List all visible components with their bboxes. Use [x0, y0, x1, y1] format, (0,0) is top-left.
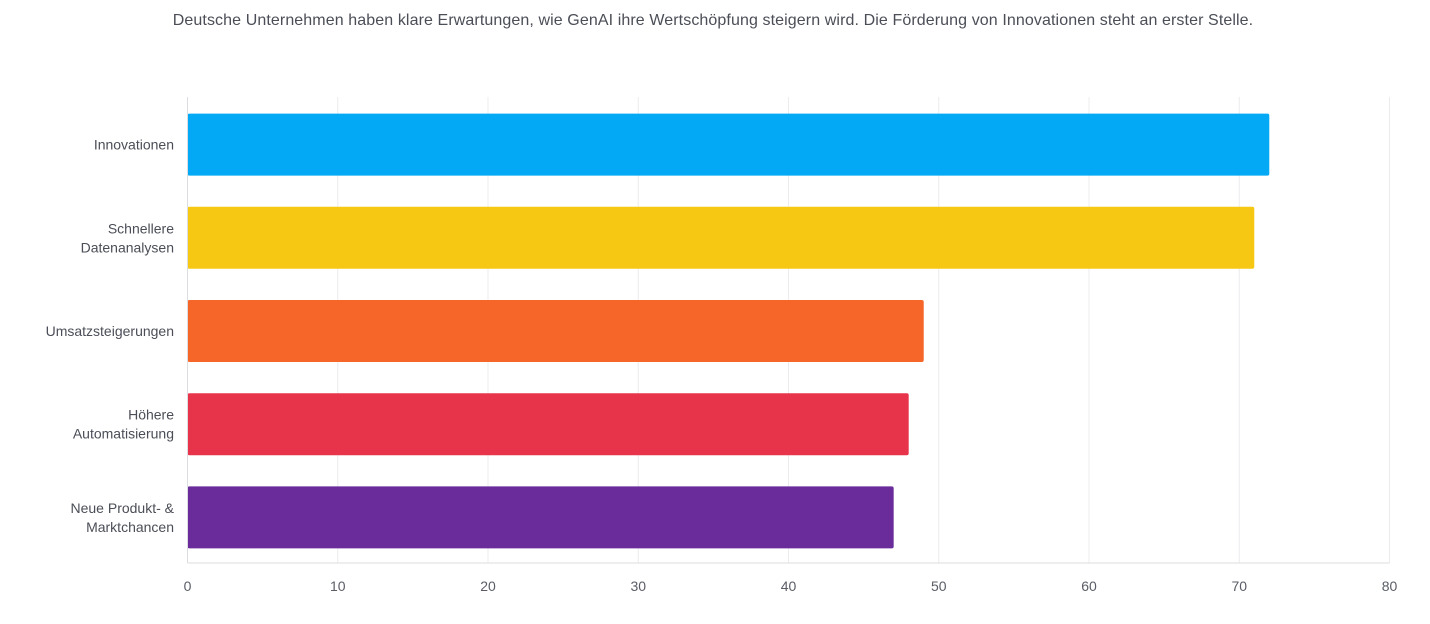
bar [187, 300, 924, 362]
category-label: Innovationen [94, 137, 174, 153]
x-tick-label: 50 [931, 578, 947, 594]
x-tick-label: 80 [1382, 578, 1398, 594]
category-label: Umsatzsteigerungen [46, 323, 174, 339]
x-tick-label: 60 [1081, 578, 1097, 594]
bar [187, 486, 894, 549]
bar [187, 393, 909, 456]
chart-subtitle: Deutsche Unternehmen haben klare Erwartu… [172, 12, 1254, 29]
x-tick-label: 70 [1231, 578, 1247, 594]
x-tick-label: 10 [330, 578, 346, 594]
x-tick-label: 40 [781, 578, 797, 594]
category-label: Schnellere Datenanalysen [81, 220, 175, 255]
bar [187, 113, 1270, 176]
x-tick-label: 0 [184, 578, 192, 594]
category-label: Höhere Automatisierung [73, 407, 174, 442]
category-label: Neue Produkt- & Marktchancen [71, 500, 175, 535]
x-tick-label: 30 [630, 578, 646, 594]
bar [187, 206, 1255, 269]
x-tick-label: 20 [480, 578, 496, 594]
